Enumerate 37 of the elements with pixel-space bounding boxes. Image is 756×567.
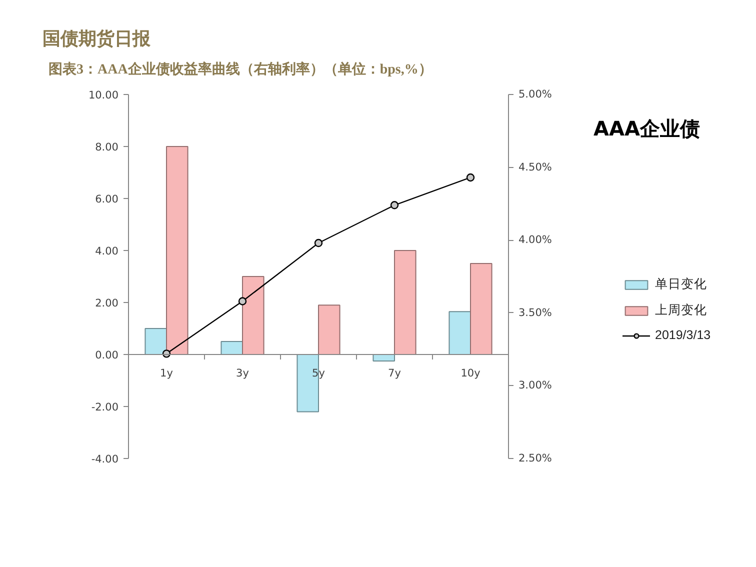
text: 国债期货日报 <box>42 28 152 48</box>
y-tick-label: 0.00 <box>95 350 119 362</box>
y2-tick-label: 3.00% <box>518 380 552 392</box>
y-tick-label: -2.00 <box>91 402 119 414</box>
x-tick-label: 7y <box>388 368 401 380</box>
bar <box>144 328 167 355</box>
x-tick-label: 1y <box>160 368 173 380</box>
y2-tick-label: 4.50% <box>518 161 552 174</box>
chart-title: 图表3：AAA企业债收益率曲线（右轴利率）（单位：bps,%） <box>48 60 432 78</box>
y-tick-label: 4.00 <box>95 246 119 258</box>
y-tick-label: 2.00 <box>95 298 119 310</box>
x-tick-label: 10y <box>460 368 480 380</box>
x-tick-label: 5y <box>312 368 325 380</box>
point <box>314 238 323 248</box>
bar <box>394 250 416 355</box>
y2-tick-label: 2.50% <box>518 452 552 464</box>
y2-tick-label: 5.00% <box>518 88 552 100</box>
bar <box>220 341 243 355</box>
y-tick-label: 10.00 <box>88 90 119 102</box>
legend-label: 2019/3/13 <box>655 328 711 342</box>
y-tick-label: 8.00 <box>95 142 119 154</box>
y-tick-label: -4.00 <box>91 454 119 466</box>
bar <box>318 304 340 355</box>
legend-label: 单日变化 <box>655 276 707 293</box>
y-tick-label: 6.00 <box>95 194 119 206</box>
x-tick-label: 3y <box>236 368 249 380</box>
point <box>466 173 475 182</box>
text: AAA企业债 <box>594 116 700 140</box>
point <box>390 201 399 210</box>
y2-tick-label: 4.00% <box>518 234 552 246</box>
bar <box>166 146 188 355</box>
legend-label: 上周变化 <box>655 302 707 319</box>
y2-tick-label: 3.50% <box>518 306 552 319</box>
bar <box>242 276 264 355</box>
bar <box>470 263 492 355</box>
point <box>238 297 247 306</box>
bar <box>448 311 471 355</box>
